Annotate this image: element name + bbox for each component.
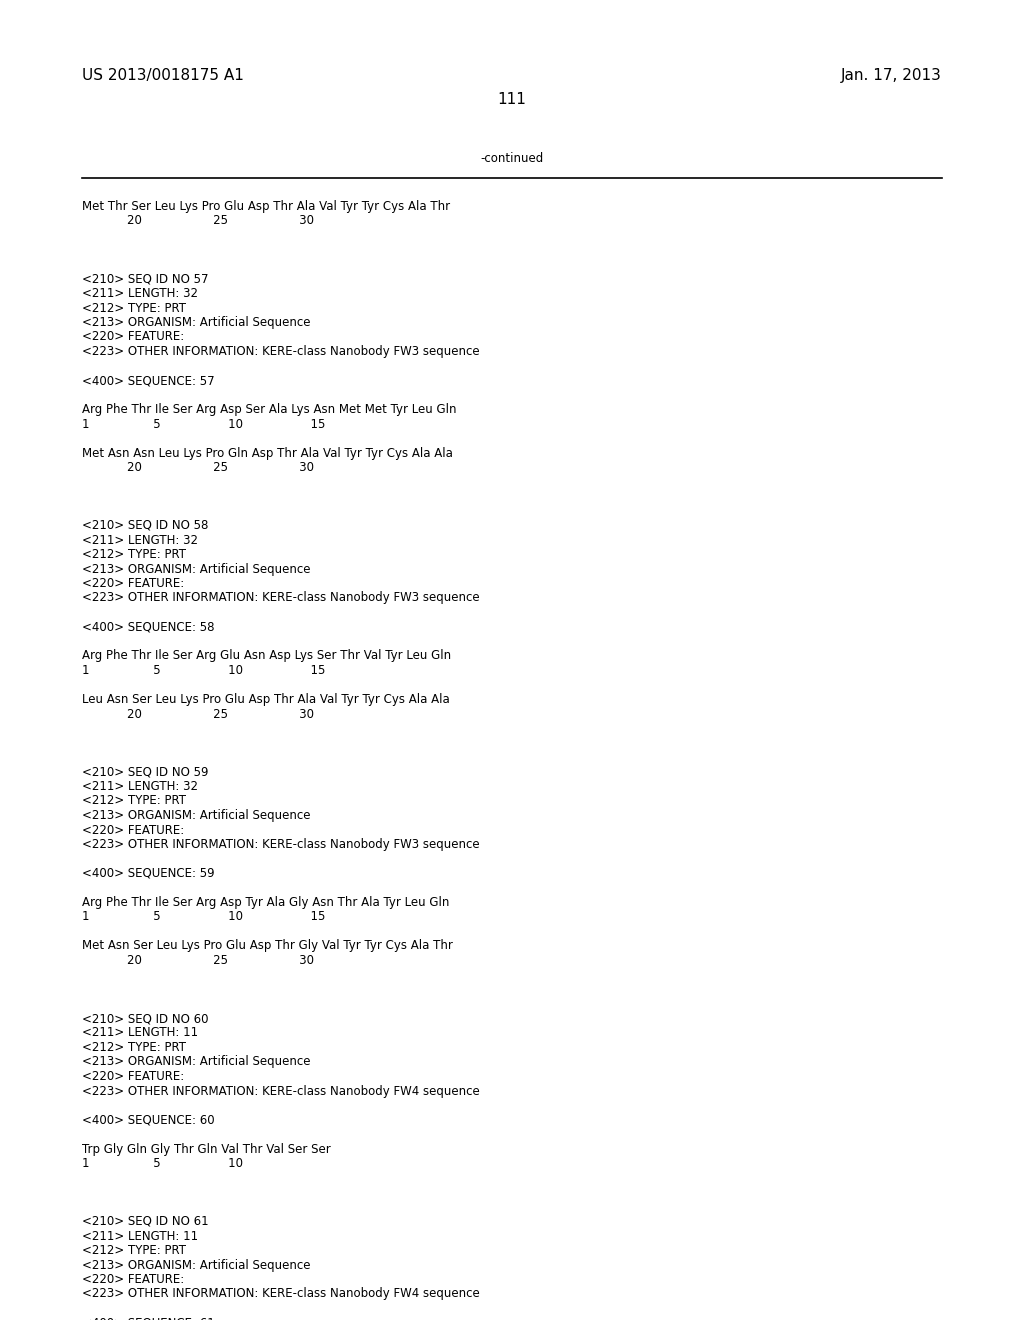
Text: Trp Gly Gln Gly Thr Gln Val Thr Val Ser Ser: Trp Gly Gln Gly Thr Gln Val Thr Val Ser …: [82, 1143, 331, 1155]
Text: <223> OTHER INFORMATION: KERE-class Nanobody FW4 sequence: <223> OTHER INFORMATION: KERE-class Nano…: [82, 1085, 480, 1097]
Text: <212> TYPE: PRT: <212> TYPE: PRT: [82, 1243, 186, 1257]
Text: Leu Asn Ser Leu Lys Pro Glu Asp Thr Ala Val Tyr Tyr Cys Ala Ala: Leu Asn Ser Leu Lys Pro Glu Asp Thr Ala …: [82, 693, 450, 706]
Text: <220> FEATURE:: <220> FEATURE:: [82, 1272, 184, 1286]
Text: <211> LENGTH: 32: <211> LENGTH: 32: [82, 286, 198, 300]
Text: <210> SEQ ID NO 60: <210> SEQ ID NO 60: [82, 1012, 209, 1026]
Text: 1                 5                  10                  15: 1 5 10 15: [82, 417, 326, 430]
Text: 20                   25                   30: 20 25 30: [82, 708, 314, 721]
Text: Jan. 17, 2013: Jan. 17, 2013: [841, 69, 942, 83]
Text: <210> SEQ ID NO 57: <210> SEQ ID NO 57: [82, 272, 209, 285]
Text: <223> OTHER INFORMATION: KERE-class Nanobody FW3 sequence: <223> OTHER INFORMATION: KERE-class Nano…: [82, 838, 479, 851]
Text: <210> SEQ ID NO 59: <210> SEQ ID NO 59: [82, 766, 209, 779]
Text: 20                   25                   30: 20 25 30: [82, 214, 314, 227]
Text: <223> OTHER INFORMATION: KERE-class Nanobody FW3 sequence: <223> OTHER INFORMATION: KERE-class Nano…: [82, 591, 479, 605]
Text: -continued: -continued: [480, 152, 544, 165]
Text: <213> ORGANISM: Artificial Sequence: <213> ORGANISM: Artificial Sequence: [82, 315, 310, 329]
Text: <210> SEQ ID NO 58: <210> SEQ ID NO 58: [82, 519, 208, 532]
Text: 1                 5                  10                  15: 1 5 10 15: [82, 664, 326, 677]
Text: Met Asn Asn Leu Lys Pro Gln Asp Thr Ala Val Tyr Tyr Cys Ala Ala: Met Asn Asn Leu Lys Pro Gln Asp Thr Ala …: [82, 446, 453, 459]
Text: 1                 5                  10                  15: 1 5 10 15: [82, 911, 326, 924]
Text: <213> ORGANISM: Artificial Sequence: <213> ORGANISM: Artificial Sequence: [82, 809, 310, 822]
Text: 1                 5                  10: 1 5 10: [82, 1158, 243, 1170]
Text: <212> TYPE: PRT: <212> TYPE: PRT: [82, 301, 186, 314]
Text: <212> TYPE: PRT: <212> TYPE: PRT: [82, 1041, 186, 1053]
Text: <211> LENGTH: 32: <211> LENGTH: 32: [82, 533, 198, 546]
Text: <211> LENGTH: 11: <211> LENGTH: 11: [82, 1229, 198, 1242]
Text: 20                   25                   30: 20 25 30: [82, 954, 314, 968]
Text: US 2013/0018175 A1: US 2013/0018175 A1: [82, 69, 244, 83]
Text: <211> LENGTH: 11: <211> LENGTH: 11: [82, 1027, 198, 1040]
Text: <400> SEQUENCE: 57: <400> SEQUENCE: 57: [82, 374, 215, 387]
Text: Arg Phe Thr Ile Ser Arg Asp Tyr Ala Gly Asn Thr Ala Tyr Leu Gln: Arg Phe Thr Ile Ser Arg Asp Tyr Ala Gly …: [82, 896, 450, 909]
Text: <223> OTHER INFORMATION: KERE-class Nanobody FW3 sequence: <223> OTHER INFORMATION: KERE-class Nano…: [82, 345, 479, 358]
Text: <220> FEATURE:: <220> FEATURE:: [82, 577, 184, 590]
Text: <210> SEQ ID NO 61: <210> SEQ ID NO 61: [82, 1214, 209, 1228]
Text: <220> FEATURE:: <220> FEATURE:: [82, 330, 184, 343]
Text: <212> TYPE: PRT: <212> TYPE: PRT: [82, 548, 186, 561]
Text: <213> ORGANISM: Artificial Sequence: <213> ORGANISM: Artificial Sequence: [82, 1258, 310, 1271]
Text: <400> SEQUENCE: 61: <400> SEQUENCE: 61: [82, 1316, 215, 1320]
Text: Arg Phe Thr Ile Ser Arg Glu Asn Asp Lys Ser Thr Val Tyr Leu Gln: Arg Phe Thr Ile Ser Arg Glu Asn Asp Lys …: [82, 649, 452, 663]
Text: 111: 111: [498, 92, 526, 107]
Text: <400> SEQUENCE: 60: <400> SEQUENCE: 60: [82, 1114, 215, 1126]
Text: <211> LENGTH: 32: <211> LENGTH: 32: [82, 780, 198, 793]
Text: Met Thr Ser Leu Lys Pro Glu Asp Thr Ala Val Tyr Tyr Cys Ala Thr: Met Thr Ser Leu Lys Pro Glu Asp Thr Ala …: [82, 201, 451, 213]
Text: <212> TYPE: PRT: <212> TYPE: PRT: [82, 795, 186, 808]
Text: <400> SEQUENCE: 58: <400> SEQUENCE: 58: [82, 620, 214, 634]
Text: <213> ORGANISM: Artificial Sequence: <213> ORGANISM: Artificial Sequence: [82, 1056, 310, 1068]
Text: Met Asn Ser Leu Lys Pro Glu Asp Thr Gly Val Tyr Tyr Cys Ala Thr: Met Asn Ser Leu Lys Pro Glu Asp Thr Gly …: [82, 940, 453, 953]
Text: <220> FEATURE:: <220> FEATURE:: [82, 824, 184, 837]
Text: <213> ORGANISM: Artificial Sequence: <213> ORGANISM: Artificial Sequence: [82, 562, 310, 576]
Text: Arg Phe Thr Ile Ser Arg Asp Ser Ala Lys Asn Met Met Tyr Leu Gln: Arg Phe Thr Ile Ser Arg Asp Ser Ala Lys …: [82, 403, 457, 416]
Text: <223> OTHER INFORMATION: KERE-class Nanobody FW4 sequence: <223> OTHER INFORMATION: KERE-class Nano…: [82, 1287, 480, 1300]
Text: <220> FEATURE:: <220> FEATURE:: [82, 1071, 184, 1082]
Text: <400> SEQUENCE: 59: <400> SEQUENCE: 59: [82, 867, 215, 880]
Text: 20                   25                   30: 20 25 30: [82, 461, 314, 474]
